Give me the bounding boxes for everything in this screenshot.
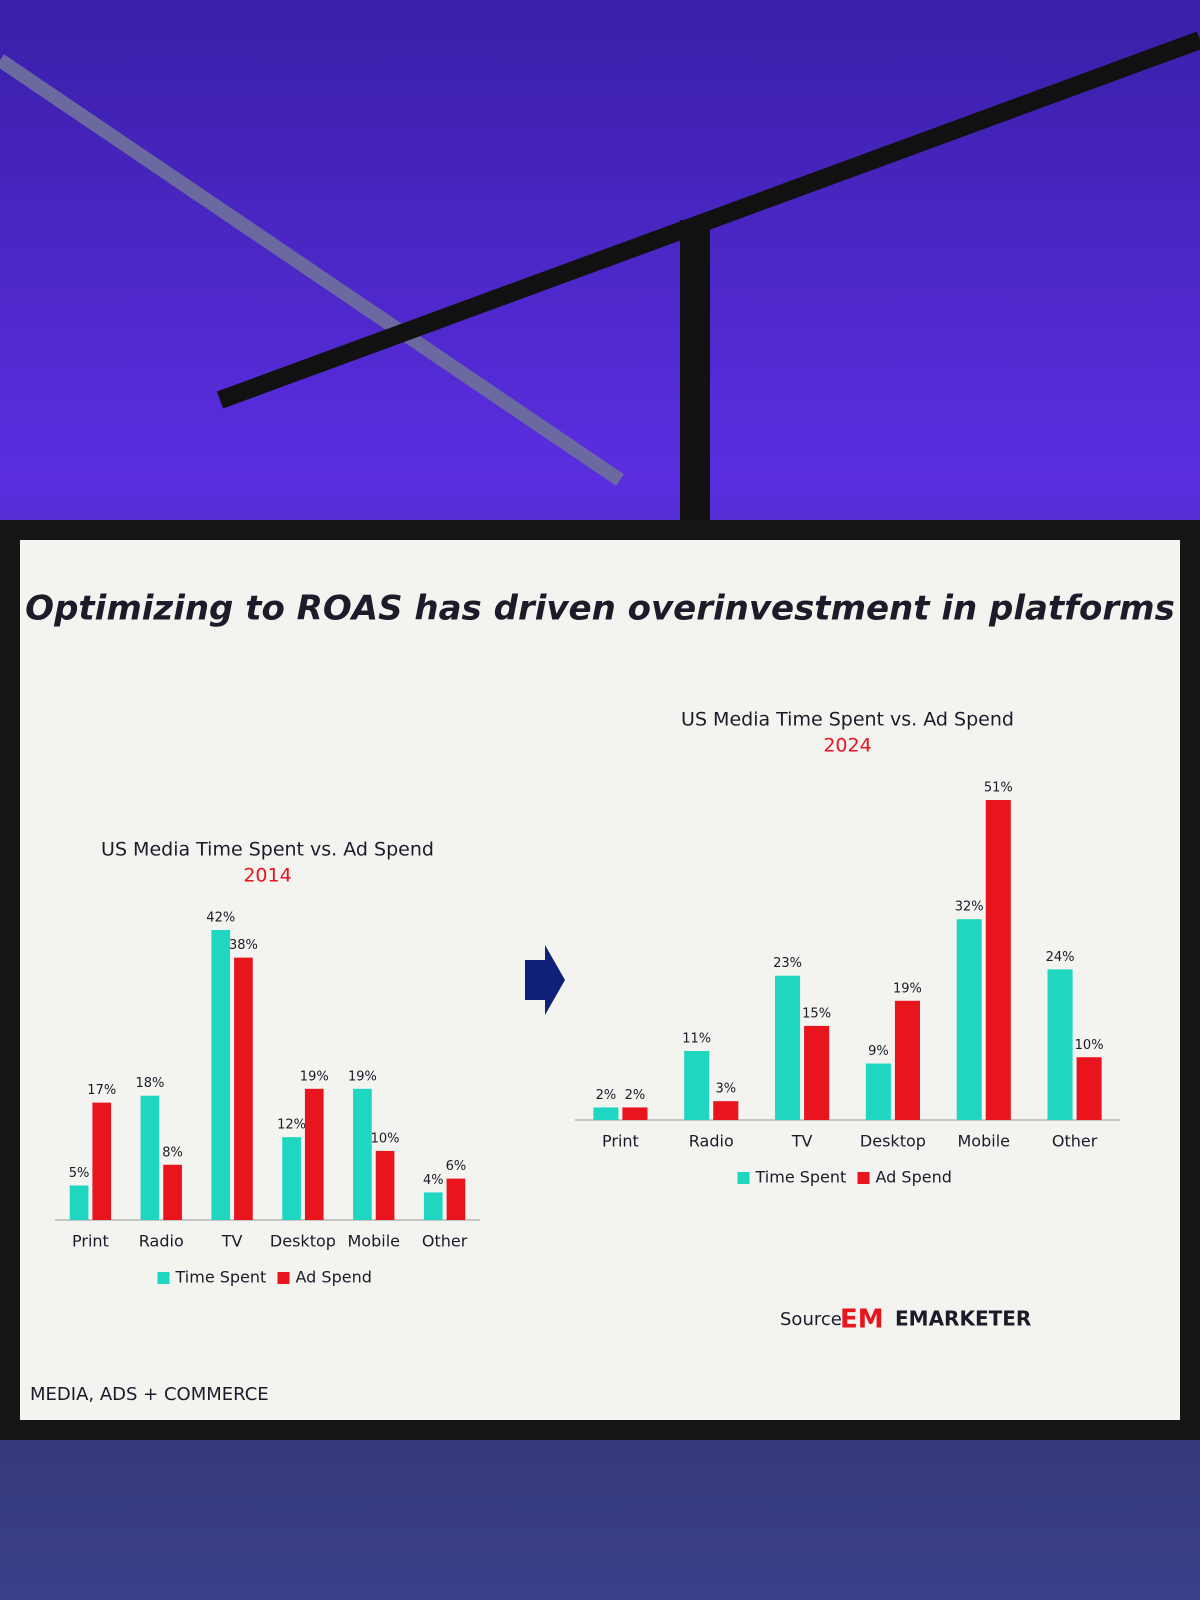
- chart-title: US Media Time Spent vs. Ad Spend: [681, 709, 1014, 731]
- data-label: 19%: [300, 1069, 329, 1084]
- data-label: 6%: [446, 1159, 467, 1174]
- data-label: 32%: [955, 900, 984, 915]
- x-tick-label: Mobile: [348, 1232, 400, 1251]
- data-label: 10%: [1075, 1038, 1104, 1053]
- bar: [304, 1088, 324, 1220]
- bar: [1047, 969, 1073, 1120]
- x-tick-label: Print: [72, 1232, 109, 1251]
- bar: [775, 975, 801, 1120]
- x-tick-label: Mobile: [958, 1132, 1010, 1151]
- x-tick-label: Desktop: [860, 1132, 926, 1151]
- data-label: 38%: [229, 938, 258, 953]
- bar: [92, 1102, 112, 1220]
- data-label: 15%: [802, 1006, 831, 1021]
- bar: [282, 1137, 301, 1220]
- data-label: 10%: [371, 1131, 400, 1146]
- data-label: 51%: [984, 781, 1013, 796]
- source-label: Source:: [780, 1309, 848, 1330]
- data-label: 2%: [625, 1088, 646, 1103]
- data-label: 18%: [135, 1076, 164, 1091]
- bar: [211, 930, 231, 1220]
- data-label: 2%: [596, 1088, 617, 1103]
- bar: [163, 1164, 182, 1220]
- bar: [234, 957, 253, 1220]
- bar: [446, 1178, 466, 1220]
- ceiling-beam: [0, 54, 624, 486]
- legend-swatch: [277, 1272, 290, 1284]
- mount: [680, 220, 710, 520]
- legend-swatch: [857, 1172, 870, 1184]
- data-label: 8%: [162, 1145, 183, 1160]
- bar: [956, 919, 982, 1120]
- data-label: 11%: [682, 1031, 711, 1046]
- bar: [375, 1150, 395, 1220]
- x-tick-label: Other: [1052, 1132, 1098, 1151]
- legend-label: Time Spent: [755, 1168, 847, 1187]
- bar: [894, 1000, 920, 1120]
- x-tick-label: Radio: [139, 1232, 184, 1251]
- data-label: 24%: [1046, 950, 1075, 965]
- bar: [353, 1088, 372, 1220]
- data-label: 5%: [69, 1166, 90, 1181]
- legend-label: Ad Spend: [296, 1268, 372, 1287]
- data-label: 19%: [893, 981, 922, 996]
- x-tick-label: Desktop: [270, 1232, 336, 1251]
- bar: [985, 800, 1011, 1120]
- data-label: 4%: [423, 1173, 444, 1188]
- data-label: 12%: [277, 1118, 306, 1133]
- x-tick-label: TV: [221, 1232, 243, 1251]
- bar: [593, 1107, 619, 1120]
- data-label: 3%: [715, 1082, 736, 1097]
- chart-subtitle: 2014: [243, 865, 291, 887]
- slide-title: Optimizing to ROAS has driven overinvest…: [25, 589, 1175, 629]
- x-tick-label: Radio: [689, 1132, 734, 1151]
- data-label: 23%: [773, 956, 802, 971]
- data-label: 17%: [87, 1083, 116, 1098]
- bar: [684, 1050, 710, 1120]
- arrow: [525, 945, 565, 1015]
- chart-subtitle: 2024: [823, 735, 871, 757]
- legend-swatch: [737, 1172, 750, 1184]
- data-label: 42%: [206, 911, 235, 926]
- bar: [140, 1095, 160, 1220]
- x-tick-label: Other: [422, 1232, 468, 1251]
- chart-title: US Media Time Spent vs. Ad Spend: [101, 839, 434, 861]
- footer: MEDIA, ADS + COMMERCE: [30, 1384, 269, 1405]
- logo: EM: [840, 1305, 884, 1335]
- bar: [622, 1107, 648, 1120]
- x-tick-label: TV: [791, 1132, 813, 1151]
- bar: [713, 1101, 739, 1120]
- legend-label: Time Spent: [175, 1268, 267, 1287]
- brand: EMARKETER: [895, 1307, 1031, 1331]
- bar: [69, 1185, 89, 1220]
- bar: [804, 1025, 830, 1120]
- x-tick-label: Print: [602, 1132, 639, 1151]
- bar: [423, 1192, 443, 1220]
- bar: [1076, 1057, 1102, 1120]
- legend-swatch: [157, 1272, 170, 1284]
- bar: [865, 1063, 891, 1120]
- data-label: 19%: [348, 1069, 377, 1084]
- data-label: 9%: [868, 1044, 889, 1059]
- legend-label: Ad Spend: [876, 1168, 952, 1187]
